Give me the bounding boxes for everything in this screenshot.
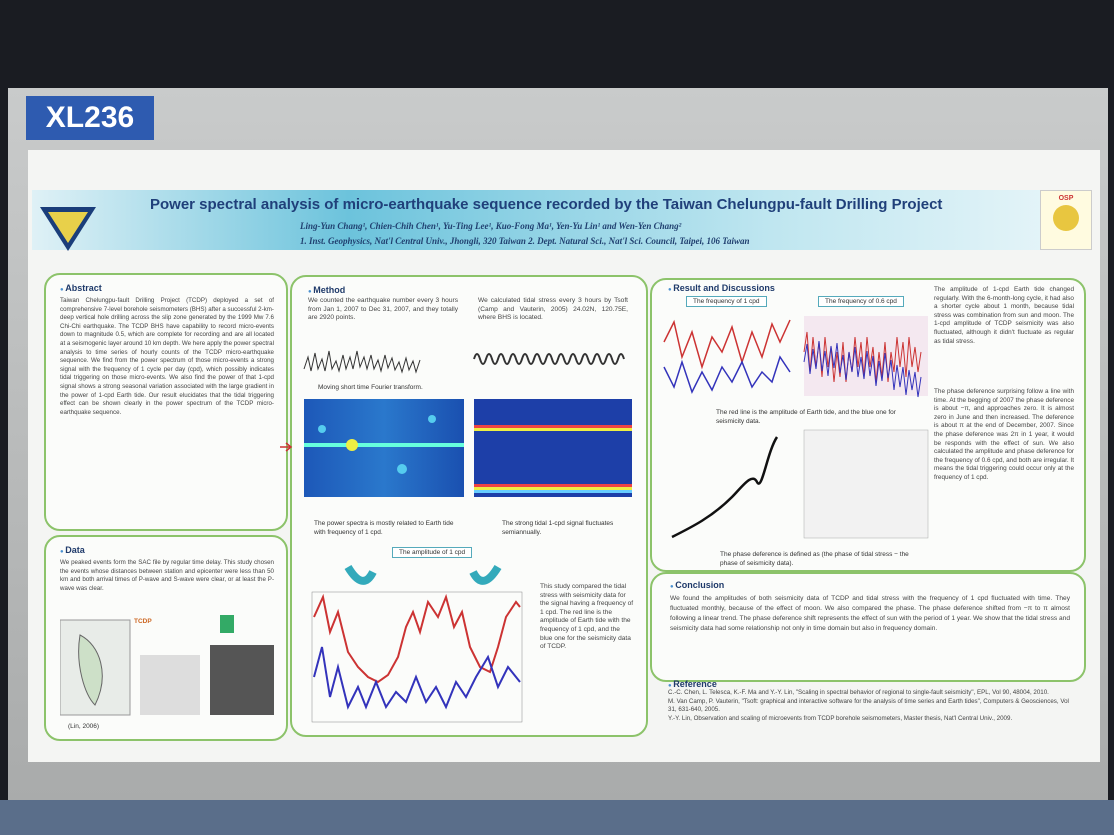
reference-item: M. Van Camp, P. Vauterin, "Tsoft: graphi… — [668, 697, 1069, 714]
badge-seal — [1053, 205, 1079, 231]
booth-number: XL236 — [26, 96, 154, 140]
caption: The strong tidal 1-cpd signal fluctuates… — [502, 520, 614, 536]
logo — [40, 207, 96, 251]
abstract-panel: Abstract Taiwan Chelungpu-fault Drilling… — [44, 273, 288, 531]
reference-item: C.-C. Chen, L. Telesca, K.-F. Ma and Y.-… — [668, 689, 1049, 696]
caption: The red line is the amplitude of Earth t… — [716, 409, 896, 425]
amplitude-plot — [311, 564, 523, 723]
heading: Data — [60, 545, 85, 555]
data-text: We peaked events form the SAC file by re… — [60, 559, 274, 592]
badge: OSP — [1040, 190, 1092, 250]
data-panel: Data We peaked events form the SAC file … — [44, 535, 288, 741]
results-figures — [663, 316, 929, 539]
figure-label: The amplitude of 1 cpd — [392, 547, 473, 558]
abstract-text: Taiwan Chelungpu-fault Drilling Project … — [60, 297, 274, 416]
results-text: The phase deference surprising follow a … — [934, 388, 1074, 481]
reference: Reference C.-C. Chen, L. Telesca, K.-F. … — [660, 679, 1085, 723]
caption: The power spectra is mostly related to E… — [314, 520, 454, 536]
method-text: We counted the earthquake number every 3… — [308, 297, 458, 322]
map-label: TCDP — [134, 618, 152, 625]
method-panel: Method We counted the earthquake number … — [290, 275, 648, 737]
title: Power spectral analysis of micro-earthqu… — [150, 196, 943, 213]
conclusion-text: We found the amplitudes of both seismici… — [670, 595, 1070, 632]
data-figure — [60, 615, 274, 716]
caption: The phase deference is defined as (the p… — [720, 551, 909, 567]
caption: (Lin, 2006) — [68, 723, 100, 730]
results-panel: Result and Discussions The frequency of … — [650, 278, 1086, 572]
affiliations: 1. Inst. Geophysics, Nat'l Central Univ.… — [300, 236, 750, 246]
figure-label: The frequency of 1 cpd — [686, 296, 767, 307]
heading: Result and Discussions — [668, 283, 775, 293]
reference-item: Y.-Y. Lin, Observation and scaling of mi… — [668, 714, 1013, 722]
method-figures — [303, 350, 632, 497]
floor — [0, 800, 1114, 835]
badge-text: OSP — [1058, 195, 1074, 202]
title-banner — [32, 190, 1087, 250]
heading: Reference — [668, 679, 1093, 689]
method-text: We calculated tidal stress every 3 hours… — [478, 297, 628, 322]
caption: Moving short time Fourier transform. — [318, 384, 423, 391]
method-text: This study compared the tidal stress wit… — [540, 583, 634, 651]
heading: Abstract — [60, 283, 102, 293]
authors: Ling-Yun Chang¹, Chien-Chih Chen¹, Yu-Ti… — [300, 221, 682, 231]
heading: Conclusion — [670, 580, 724, 590]
results-text: The amplitude of 1-cpd Earth tide change… — [934, 286, 1074, 345]
heading: Method — [308, 285, 345, 295]
arrow — [280, 442, 293, 452]
figure-label: The frequency of 0.6 cpd — [818, 296, 904, 307]
conclusion-panel: Conclusion We found the amplitudes of bo… — [650, 572, 1086, 682]
